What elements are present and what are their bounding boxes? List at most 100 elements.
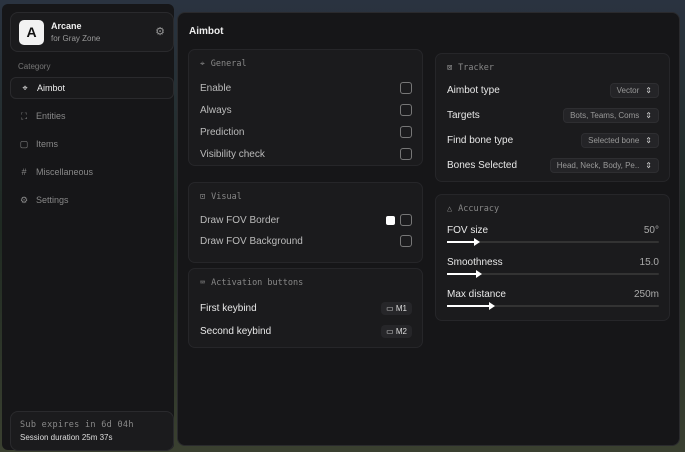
- toggle-visibility-check[interactable]: Visibility check: [200, 146, 412, 162]
- chevron-updown-icon: ⇕: [645, 110, 652, 120]
- sidebar-item-settings[interactable]: ⚙ Settings: [10, 189, 174, 211]
- gear-icon: ⚙: [19, 194, 29, 205]
- dropdown[interactable]: Head, Neck, Body, Pe.. ⇕: [549, 157, 659, 173]
- slider-handle[interactable]: [473, 238, 480, 246]
- sidebar-item-label: Aimbot: [37, 83, 66, 93]
- sidebar-item-entities[interactable]: ⛶ Entities: [10, 105, 174, 127]
- checkbox[interactable]: [400, 82, 412, 94]
- row-label: Enable: [200, 82, 232, 94]
- slider-label: FOV size: [447, 225, 489, 236]
- checkbox[interactable]: [400, 235, 412, 247]
- checkbox[interactable]: [400, 148, 412, 160]
- slider-track[interactable]: [447, 270, 659, 278]
- category-label: Category: [18, 62, 51, 71]
- scan-face-icon: ⛶: [20, 110, 28, 121]
- row-label: Prediction: [200, 126, 245, 138]
- select-find-bone-type: Find bone type Selected bone ⇕: [447, 132, 659, 148]
- color-swatch[interactable]: [386, 215, 395, 225]
- dropdown[interactable]: Vector ⇕: [609, 82, 659, 98]
- checkbox[interactable]: [400, 214, 412, 226]
- chart-icon: ⊠: [447, 63, 453, 73]
- subscription-card: Sub expires in 6d 04h Session duration 2…: [10, 411, 174, 451]
- accuracy-card: △ Accuracy FOV size 50° Smoothness 15.0 Max…: [435, 194, 670, 321]
- sidebar-item-miscellaneous[interactable]: # Miscellaneous: [10, 161, 174, 183]
- slider-track[interactable]: [447, 302, 659, 310]
- sidebar-item-label: Items: [36, 139, 59, 149]
- app-name: Arcane: [51, 21, 82, 31]
- row-label: Draw FOV Border: [200, 214, 280, 226]
- keyboard-icon: ⌨: [200, 278, 206, 288]
- slider-fill: [447, 273, 479, 275]
- target-icon: ⊡: [200, 192, 206, 202]
- slider-handle[interactable]: [488, 302, 495, 310]
- general-card: ⌖ General Enable Always Prediction Visibi…: [188, 49, 423, 166]
- session-duration: Session duration 25m 37s: [20, 433, 113, 442]
- keybind-button[interactable]: ▭ M2: [381, 324, 412, 338]
- toggle-enable[interactable]: Enable: [200, 80, 412, 96]
- chevron-updown-icon: ⇕: [645, 85, 652, 95]
- card-title: Visual: [211, 192, 242, 202]
- sidebar: A Arcane for Gray Zone ⚙ Category ⌖ Aimbo…: [2, 4, 174, 451]
- select-aimbot-type: Aimbot type Vector ⇕: [447, 82, 659, 98]
- slider-fill: [447, 241, 477, 243]
- key-label: M1: [395, 303, 407, 313]
- slider-value: 15.0: [639, 257, 659, 268]
- checkbox[interactable]: [400, 104, 412, 116]
- slider-track[interactable]: [447, 238, 659, 246]
- row-label: Visibility check: [200, 148, 265, 160]
- sidebar-item-items[interactable]: ▢ Items: [10, 133, 174, 155]
- card-title: General: [210, 59, 247, 69]
- slider-smoothness: Smoothness 15.0: [447, 257, 659, 278]
- row-label: Targets: [447, 109, 480, 121]
- sidebar-item-label: Miscellaneous: [36, 167, 94, 177]
- box-icon: ▢: [19, 138, 29, 149]
- slider-label: Smoothness: [447, 257, 503, 268]
- app-logo: A: [19, 20, 44, 45]
- visual-card: ⊡ Visual Draw FOV Border Draw FOV Backgro…: [188, 182, 423, 263]
- tracker-card: ⊠ Tracker Aimbot type Vector ⇕ Targets Bots,…: [435, 53, 670, 182]
- page-title: Aimbot: [189, 26, 224, 37]
- chevron-updown-icon: ⇕: [645, 160, 652, 170]
- crosshair-icon: ⌖: [22, 82, 28, 93]
- card-title: Activation buttons: [211, 278, 304, 288]
- dropdown[interactable]: Bots, Teams, Coms ⇕: [563, 107, 659, 123]
- checkbox[interactable]: [400, 126, 412, 138]
- crosshair-icon: ⌖: [200, 59, 205, 69]
- settings-gear-icon[interactable]: ⚙: [155, 26, 165, 38]
- app-subtitle: for Gray Zone: [51, 34, 101, 43]
- toggle-prediction[interactable]: Prediction: [200, 124, 412, 140]
- row-label: Always: [200, 104, 232, 116]
- row-label: First keybind: [200, 302, 257, 314]
- toggle-draw-fov-border[interactable]: Draw FOV Border: [200, 212, 412, 228]
- sub-expires: Sub expires in 6d 04h: [20, 420, 134, 430]
- row-label: Aimbot type: [447, 84, 500, 96]
- slider-max-distance: Max distance 250m: [447, 289, 659, 310]
- sidebar-item-aimbot[interactable]: ⌖ Aimbot: [10, 77, 174, 99]
- dropdown-value: Bots, Teams, Coms: [570, 110, 640, 120]
- card-title: Accuracy: [458, 204, 500, 214]
- sidebar-item-label: Entities: [36, 111, 66, 121]
- select-bones-selected: Bones Selected Head, Neck, Body, Pe.. ⇕: [447, 157, 659, 173]
- keybind-button[interactable]: ▭ M1: [381, 301, 412, 315]
- dropdown-value: Vector: [616, 85, 640, 95]
- keyboard-icon: ▭: [386, 303, 396, 313]
- keybind-first: First keybind ▭ M1: [200, 300, 412, 316]
- row-label: Find bone type: [447, 134, 514, 146]
- toggle-always[interactable]: Always: [200, 102, 412, 118]
- slider-handle[interactable]: [475, 270, 482, 278]
- toggle-draw-fov-background[interactable]: Draw FOV Background: [200, 233, 412, 249]
- dropdown-value: Head, Neck, Body, Pe..: [556, 160, 640, 170]
- slider-fov-size: FOV size 50°: [447, 225, 659, 246]
- chevron-updown-icon: ⇕: [645, 135, 652, 145]
- brand-card: A Arcane for Gray Zone ⚙: [10, 12, 174, 52]
- key-label: M2: [395, 326, 407, 336]
- grid-icon: #: [21, 167, 27, 177]
- row-label: Draw FOV Background: [200, 235, 303, 247]
- dropdown[interactable]: Selected bone ⇕: [581, 132, 659, 148]
- row-label: Bones Selected: [447, 159, 518, 171]
- select-targets: Targets Bots, Teams, Coms ⇕: [447, 107, 659, 123]
- activation-card: ⌨ Activation buttons First keybind ▭ M1 Se…: [188, 268, 423, 348]
- keybind-second: Second keybind ▭ M2: [200, 323, 412, 339]
- row-label: Second keybind: [200, 325, 272, 337]
- card-title: Tracker: [458, 63, 494, 73]
